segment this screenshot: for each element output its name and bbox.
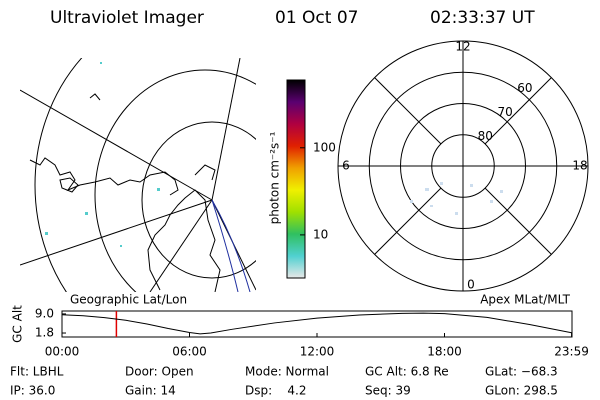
mlt-label: 6 [342,159,350,173]
altitude-line [61,312,572,335]
polar-plot [337,40,589,292]
status-field: Flt: LBHL [10,365,64,379]
status-field: Mode: Normal [245,365,329,379]
time: 02:33:37 UT [430,8,535,28]
colorbar-label: photon cm⁻²s⁻¹ [268,131,282,224]
mlt-label: 0 [467,278,475,292]
title: Ultraviolet Imager [50,8,204,28]
x-tick-label: 18:00 [427,345,462,359]
lat-label: 80 [478,129,493,143]
status-field: Gain: 14 [125,384,176,398]
aurora [410,182,503,215]
y-axis-label: GC Alt [11,305,25,343]
status-field: Door: Open [125,365,194,379]
x-tick-label: 00:00 [45,345,80,359]
date: 01 Oct 07 [275,8,358,28]
x-tick-label: 06:00 [172,345,207,359]
colorbar-tick-label: 100 [313,140,336,154]
footer: Flt: LBHL Door: Open Mode: Normal GC Alt: 6… [10,365,558,398]
colorbar-tick-label: 10 [313,227,328,241]
mlt-label: 18 [572,159,587,173]
lat-label: 60 [517,81,532,95]
polar-diagonal [484,187,552,255]
altitude-strip: Geographic Lat/Lon Apex MLat/MLT GC Alt 9.0… [11,293,589,359]
y-tick-label: 9.0 [35,306,54,320]
y-tick-label: 1.8 [35,326,54,340]
speckles [45,62,160,247]
status-field: Dsp: 4.2 [245,384,307,398]
status-field: Seq: 39 [365,384,411,398]
lat-label: 70 [497,105,512,119]
x-tick-label: 12:00 [300,345,335,359]
geo-map [20,58,256,292]
status-field: GLat: −68.3 [485,365,558,379]
colorbar-scale [286,79,306,279]
polar-diagonal [484,77,552,145]
strip-left-title: Geographic Lat/Lon [70,293,187,307]
status-field: GLon: 298.5 [485,384,558,398]
status-field: IP: 36.0 [10,384,55,398]
strip-right-title: Apex MLat/MLT [480,293,570,307]
mlt-label: 12 [455,40,470,54]
polar-diagonal [374,77,442,145]
status-field: GC Alt: 6.8 Re [365,365,449,379]
colorbar: 10 100 [286,79,336,279]
polar-diagonal [374,187,442,255]
x-tick-label: 23:59 [554,345,589,359]
